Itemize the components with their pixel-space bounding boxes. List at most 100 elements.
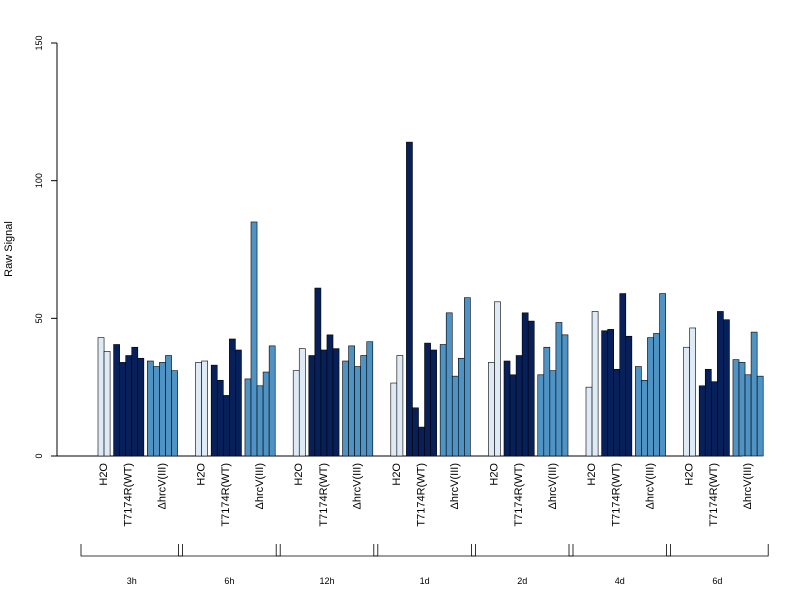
time-bracket	[666, 544, 769, 557]
bar	[125, 355, 133, 457]
bar	[298, 348, 306, 457]
bar	[165, 355, 172, 457]
bar	[698, 385, 706, 457]
bar	[119, 362, 127, 457]
treatment-label: T7174R(WT)	[611, 463, 623, 527]
bar	[464, 297, 471, 457]
bar	[235, 349, 242, 457]
y-tick-label: 100	[34, 173, 44, 188]
bar	[635, 366, 642, 457]
bar	[704, 368, 712, 457]
bar	[103, 351, 111, 457]
bar	[268, 345, 276, 457]
bar	[292, 370, 300, 457]
time-bracket	[568, 544, 671, 557]
time-bracket	[178, 544, 281, 557]
bar	[601, 330, 608, 457]
bar	[555, 322, 563, 457]
bar	[348, 345, 355, 457]
bar	[653, 333, 660, 457]
bar	[250, 221, 258, 457]
bar	[390, 382, 398, 457]
treatment-label: T7174R(WT)	[220, 463, 232, 527]
treatment-label: ΔhrcV(III)	[449, 463, 461, 509]
bar	[308, 355, 316, 457]
time-bracket	[80, 544, 183, 557]
bar	[549, 370, 557, 457]
bar	[619, 293, 627, 457]
bar	[738, 362, 746, 457]
bar	[717, 311, 724, 457]
bar	[710, 381, 718, 457]
treatment-label: H2O	[98, 463, 110, 486]
treatment-label: ΔhrcV(III)	[742, 463, 754, 509]
bar	[262, 371, 270, 457]
bar	[744, 374, 752, 457]
bar	[131, 346, 139, 457]
treatment-label: H2O	[293, 463, 305, 486]
bar	[543, 346, 551, 457]
time-label: 6h	[224, 576, 234, 586]
y-tick-label: 0	[34, 453, 44, 458]
bar	[137, 357, 145, 457]
treatment-label: ΔhrcV(III)	[156, 463, 168, 509]
bar	[451, 375, 459, 457]
treatment-label: T7174R(WT)	[513, 463, 525, 527]
bar	[641, 379, 648, 457]
bar	[659, 293, 666, 457]
bar	[561, 334, 569, 457]
bar	[396, 355, 404, 457]
time-label: 12h	[319, 576, 334, 586]
bar	[430, 349, 437, 457]
bar	[210, 364, 218, 457]
bar	[171, 370, 178, 457]
bar	[625, 335, 633, 457]
bar	[113, 344, 120, 457]
treatment-label: H2O	[196, 463, 208, 486]
bar	[216, 379, 224, 457]
bar	[494, 301, 501, 457]
y-axis-label: Raw Signal	[3, 221, 15, 277]
bar	[503, 360, 511, 457]
time-bracket	[275, 544, 379, 557]
bar	[201, 360, 208, 457]
bar	[750, 331, 758, 457]
bar	[445, 312, 453, 457]
treatment-label: ΔhrcV(III)	[352, 463, 364, 509]
bar	[521, 312, 529, 457]
treatment-label: T7174R(WT)	[415, 463, 427, 527]
treatment-label: T7174R(WT)	[123, 463, 135, 527]
bar	[732, 359, 740, 457]
bar	[153, 366, 160, 457]
bar	[537, 374, 545, 457]
bar	[509, 374, 517, 457]
bar	[159, 362, 166, 457]
time-brackets: 3h 6h 12h 1d 2d 4d 6d	[80, 544, 769, 586]
bar	[683, 346, 690, 457]
bar	[607, 329, 615, 457]
bar	[332, 348, 340, 457]
bar	[360, 355, 368, 457]
bar	[613, 368, 621, 457]
bar	[457, 357, 465, 457]
bar	[406, 141, 413, 457]
time-label: 4d	[615, 576, 625, 586]
bar	[147, 360, 154, 457]
bar	[488, 362, 495, 457]
time-bracket	[471, 544, 574, 557]
bar	[366, 341, 374, 457]
treatment-label: H2O	[684, 463, 696, 486]
bar	[314, 287, 322, 457]
time-label: 3h	[127, 576, 137, 586]
treatment-label: T7174R(WT)	[708, 463, 720, 527]
bar	[585, 386, 593, 457]
treatment-label: ΔhrcV(III)	[547, 463, 559, 509]
y-ticks: 0 50 100 150	[34, 35, 57, 459]
time-bracket	[373, 544, 476, 557]
treatment-label: ΔhrcV(III)	[644, 463, 656, 509]
treatment-label: H2O	[391, 463, 403, 486]
bar	[354, 366, 361, 457]
bar	[756, 375, 764, 457]
bar	[229, 338, 236, 457]
